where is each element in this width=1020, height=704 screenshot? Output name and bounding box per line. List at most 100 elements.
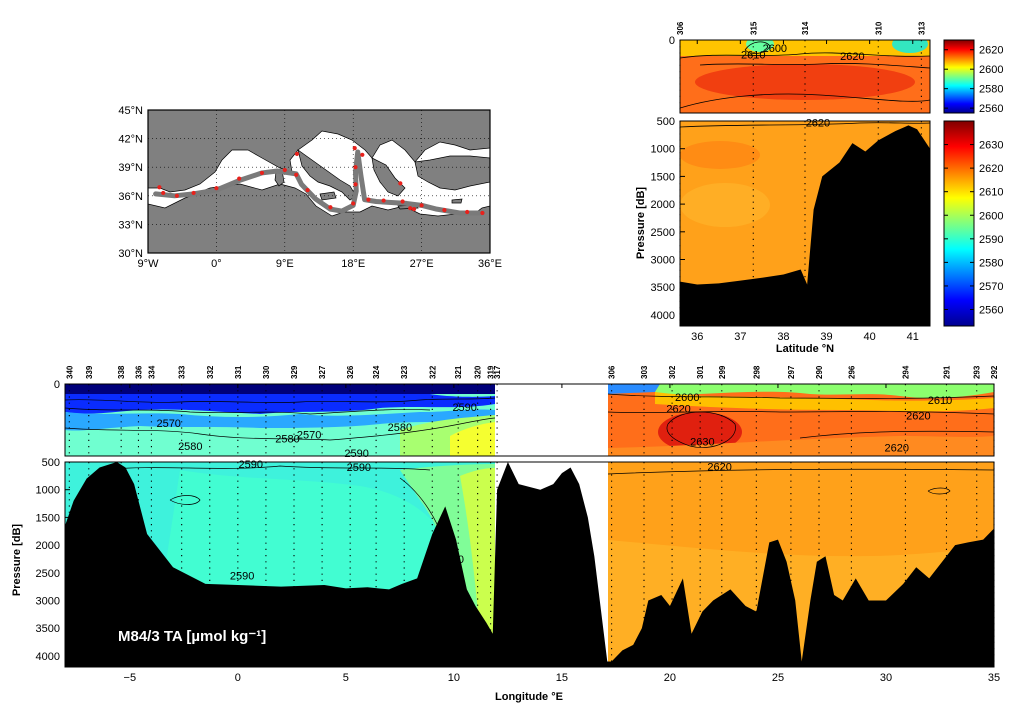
map-station-dot	[294, 172, 299, 177]
station-label: 338	[117, 365, 126, 379]
contour-label: 2590	[347, 462, 371, 474]
colorbar-lower	[943, 120, 975, 327]
y-tick-label: 1500	[36, 512, 60, 524]
station-label: 314	[801, 21, 810, 35]
x-tick-label: 37	[734, 331, 746, 343]
contour-label: 2620	[806, 118, 830, 130]
station-label: 340	[65, 365, 74, 379]
map-station-dot	[174, 193, 179, 198]
contour-label: 2620	[906, 411, 930, 423]
contour-label: 2600	[675, 392, 699, 404]
land-europe	[148, 110, 490, 193]
y-tick-label: 1500	[651, 171, 675, 183]
y-tick-label: 4000	[651, 310, 675, 322]
station-label: 336	[134, 365, 143, 379]
map-x-tick-label: 0°	[211, 258, 222, 270]
x-tick-label: 40	[864, 331, 876, 343]
station-label: 332	[206, 365, 215, 379]
map-x-tick-label: 9°E	[276, 258, 294, 270]
map-land	[148, 110, 490, 253]
colorbar-tick-label: 2580	[979, 257, 1003, 269]
map-station-dot	[352, 146, 357, 151]
b-x-ticks: −5 0 5 10 15 20 25 30 35	[124, 384, 1000, 684]
tr-upper-surface	[680, 40, 930, 56]
bl-bathymetry	[65, 462, 994, 667]
bu-east-surface	[608, 384, 660, 394]
x-tick-label: 30	[880, 672, 892, 684]
contour-label: 2610	[741, 50, 765, 62]
map-stations	[157, 146, 485, 216]
tr-station-lines: 306 315 314 310 313	[676, 21, 926, 326]
bu-west-yellow-zone	[450, 422, 495, 456]
x-tick-label: 5	[343, 672, 349, 684]
tr-upper-contour	[744, 41, 771, 54]
contour-label: 2580	[178, 441, 202, 453]
bu-contour	[65, 417, 496, 441]
bl-contour	[99, 465, 431, 471]
colorbar-tick-label: 2630	[979, 140, 1003, 152]
station-label: 326	[346, 365, 355, 379]
contour-label: 2600	[763, 43, 787, 55]
y-tick-label: 0	[54, 379, 60, 391]
map-station-dot	[157, 185, 162, 190]
land-turkey	[414, 155, 490, 191]
contour-label: 2620	[666, 403, 690, 415]
contour-label: 2620	[885, 442, 909, 454]
station-label: 313	[917, 21, 926, 35]
bu-contour	[666, 411, 736, 448]
land-africa	[148, 183, 490, 253]
station-label: 329	[290, 365, 299, 379]
contour-label: 2620	[707, 461, 731, 473]
contour-label: 2590	[344, 448, 368, 460]
tr-upper-contour	[680, 52, 930, 59]
colorbar-tick-label: 2560	[979, 103, 1003, 115]
bu-west-surface	[65, 384, 495, 394]
station-label: 291	[942, 365, 951, 379]
station-label: 327	[318, 365, 327, 379]
y-tick-label: 3000	[36, 596, 60, 608]
contour-label: 2590	[239, 459, 263, 471]
map-x-tick-label: 27°E	[410, 258, 434, 270]
map-station-dot	[480, 210, 485, 216]
figure-label: M84/3 TA [µmol kg⁻¹]	[118, 628, 266, 645]
bl-frame	[64, 461, 995, 668]
contour-label: 2590	[439, 554, 463, 566]
x-tick-label: 41	[907, 331, 919, 343]
tr-ylabel: Pressure [dB]	[635, 187, 647, 259]
x-tick-label: 10	[448, 672, 460, 684]
map-y-tick-label: 45°N	[118, 105, 143, 117]
b-y-ticks: 0 500 1000 1500 2000 2500 3000 3500 4000	[36, 379, 70, 663]
map-station-dot	[465, 209, 470, 215]
station-label: 296	[847, 365, 856, 379]
bu-contour	[65, 397, 496, 403]
map-x-ticks: 9°W 0° 9°E 18°E 27°E 36°E	[138, 258, 502, 270]
bl-contour	[607, 468, 994, 475]
tr-upper-low-right	[892, 40, 928, 53]
map-station-dot	[294, 151, 300, 156]
tr-lower-patch	[680, 141, 760, 169]
colorbar-tick-label: 2620	[979, 163, 1003, 175]
colorbar-tick-label: 2610	[979, 187, 1003, 199]
y-tick-label: 0	[669, 35, 675, 47]
x-tick-label: 38	[777, 331, 789, 343]
bu-contour	[65, 407, 431, 415]
map-station-dot	[360, 152, 365, 157]
bu-west-blue-band	[65, 394, 495, 414]
station-label: 301	[696, 365, 705, 379]
map-station-dot	[398, 181, 403, 186]
contour-label: 2630	[690, 437, 714, 449]
tr-bathymetry	[680, 125, 930, 326]
station-label: 331	[234, 365, 243, 379]
station-label: 290	[815, 365, 824, 379]
y-tick-label: 1000	[651, 144, 675, 156]
map-station-dot	[408, 206, 413, 211]
tr-xlabel: Latitude °N	[776, 343, 834, 355]
x-tick-label: 20	[664, 672, 676, 684]
contour-label: 2610	[928, 395, 952, 407]
station-label: 292	[990, 365, 999, 379]
station-label: 303	[640, 365, 649, 379]
land-italy	[297, 149, 357, 201]
b-contour-labels: 2570258025902580257025802590260026202630…	[156, 392, 952, 583]
map-station-dot	[351, 201, 356, 206]
map-station-dot	[191, 190, 196, 196]
